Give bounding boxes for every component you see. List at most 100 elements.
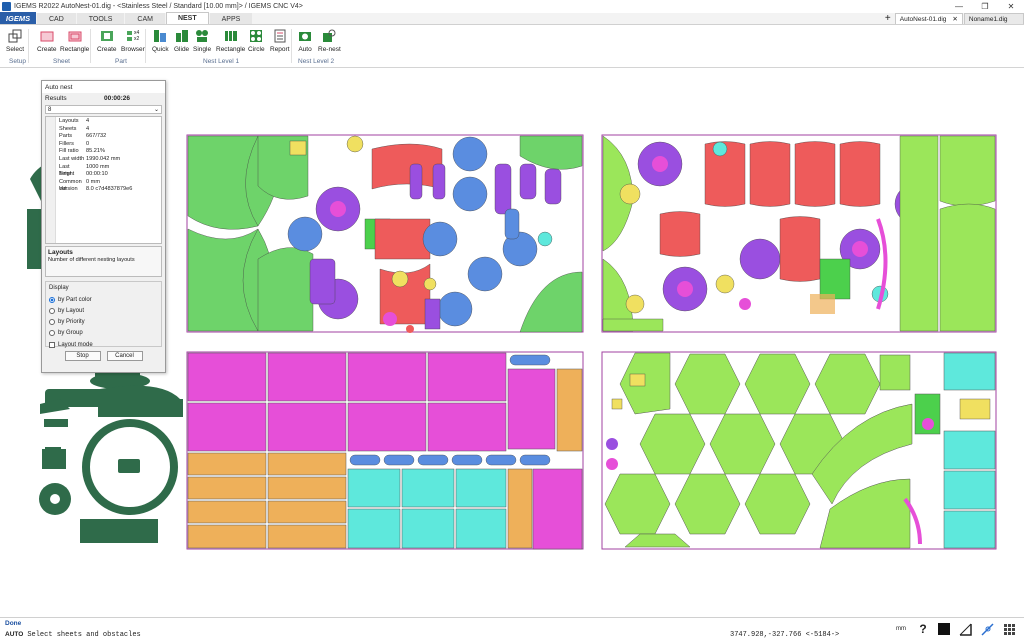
results-select-value: 8 xyxy=(48,106,52,113)
property-key: Time xyxy=(59,171,72,178)
group-label-part: Part xyxy=(115,58,127,65)
quick-nest-button[interactable]: Quick xyxy=(152,29,169,53)
nest-drawing[interactable] xyxy=(0,69,1024,617)
property-value: 1990.042 mm xyxy=(86,155,121,162)
properties-grid[interactable]: Layouts 4 Sheets 4 Parts 667/732 Fillers 0 F… xyxy=(45,116,162,244)
single-nest-label: Single xyxy=(193,46,212,53)
doc-tab-autonest[interactable]: AutoNest-01.dig ✕ xyxy=(894,13,963,24)
part-create-label: Create xyxy=(97,46,117,53)
glide-nest-icon xyxy=(175,30,188,42)
sheet-2 xyxy=(601,134,997,333)
document-tabs: + AutoNest-01.dig ✕ Noname1.dig ✕ xyxy=(882,12,1024,24)
mode-indicator: AUTO xyxy=(5,631,24,638)
plate-part xyxy=(118,459,140,473)
doc-tab-noname[interactable]: Noname1.dig ✕ xyxy=(963,13,1024,24)
help-icon[interactable]: ? xyxy=(919,622,927,636)
property-value: 667/732 xyxy=(86,133,107,140)
rectangle-nest-label: Rectangle xyxy=(216,46,246,53)
property-value: 8.0 c7d4837879e6 xyxy=(86,186,133,193)
tab-cad[interactable]: CAD xyxy=(37,13,76,24)
close-icon[interactable]: ✕ xyxy=(1007,2,1015,11)
cursor-coordinates: 3747.928,-327.766 <-5184-> xyxy=(730,631,840,639)
report-button[interactable]: Report xyxy=(270,29,290,53)
new-tab-plus-icon[interactable]: + xyxy=(884,12,891,24)
doc-tab-label: Noname1.dig xyxy=(968,15,1008,23)
report-icon xyxy=(274,29,286,43)
layout-mode-checkbox[interactable]: Layout mode xyxy=(49,339,158,350)
results-label: Results xyxy=(45,95,67,102)
grid-icon[interactable] xyxy=(1002,622,1016,636)
block-part xyxy=(42,449,66,469)
part-create-button[interactable]: Create xyxy=(97,29,117,53)
property-row[interactable]: Last width 1990.042 mm xyxy=(46,156,161,164)
radio-by-priority[interactable]: by Priority xyxy=(49,316,158,327)
property-value: 4 xyxy=(86,118,90,124)
description-text: Number of different nesting layouts xyxy=(48,257,135,263)
igems-logo[interactable]: IGEMS xyxy=(0,12,36,24)
property-row[interactable]: Parts 667/732 xyxy=(46,133,161,141)
property-key: Version xyxy=(59,186,78,193)
property-key: Layouts xyxy=(59,118,79,124)
radio-by-group[interactable]: by Group xyxy=(49,327,158,338)
checkbox-label: Layout mode xyxy=(58,341,93,348)
property-row[interactable]: Common cut 0 mm xyxy=(46,179,161,193)
property-row[interactable]: Fillers 0 xyxy=(46,141,161,149)
re-nest-label: Re-nest xyxy=(318,46,341,53)
select-button[interactable]: Select xyxy=(6,29,24,53)
close-icon[interactable]: ✕ xyxy=(952,16,958,23)
checkbox-icon xyxy=(49,341,55,348)
ring-part xyxy=(82,419,178,515)
radio-by-layout[interactable]: by Layout xyxy=(49,305,158,316)
radio-icon xyxy=(49,307,55,314)
property-row[interactable]: Version 8.0 c7d4837879e6 xyxy=(46,186,161,194)
auto-nest-button[interactable]: Auto xyxy=(298,29,312,53)
re-nest-button[interactable]: Re-nest xyxy=(318,29,341,53)
property-row[interactable]: Fill ratio 85.21% xyxy=(46,148,161,156)
elapsed-time: 00:00:26 xyxy=(103,95,130,102)
cancel-button[interactable]: Cancel xyxy=(106,351,143,361)
property-value: 0 xyxy=(86,140,90,147)
single-nest-button[interactable]: Single xyxy=(193,29,211,53)
property-row[interactable]: Time 00:00:10 xyxy=(46,171,161,179)
group-label-sheet: Sheet xyxy=(53,58,70,65)
tab-tools[interactable]: TOOLS xyxy=(76,13,125,24)
part-browser-button[interactable]: Browser xyxy=(121,29,145,53)
dialog-buttons: Stop Cancel xyxy=(42,351,165,361)
circle-nest-icon xyxy=(250,30,263,42)
radio-by-part-color[interactable]: by Part color xyxy=(49,294,158,305)
results-select[interactable]: 8 ⌄ xyxy=(45,105,162,114)
part-create-icon xyxy=(100,31,113,41)
minimize-icon[interactable]: — xyxy=(955,2,963,11)
tab-apps[interactable]: APPS xyxy=(209,13,253,24)
auto-nest-icon xyxy=(299,32,311,41)
ribbon-panel: Select Create Rectangle Create Browser x… xyxy=(0,25,1024,68)
property-row[interactable]: Layouts 4 xyxy=(46,118,161,126)
chevron-down-icon: ⌄ xyxy=(153,107,159,113)
angle-icon[interactable] xyxy=(958,622,972,636)
plate-part xyxy=(80,519,158,543)
group-separator xyxy=(145,29,146,63)
color-swatch-icon[interactable] xyxy=(937,622,951,636)
tab-nest[interactable]: NEST xyxy=(165,12,209,24)
radio-label: by Group xyxy=(58,329,83,336)
property-value: 00:00:10 xyxy=(86,171,108,178)
snap-icon[interactable] xyxy=(980,622,994,636)
property-row[interactable]: Last height 1000 mm xyxy=(46,164,161,178)
rectangle-nest-button[interactable]: Rectangle xyxy=(216,29,245,53)
circle-nest-button[interactable]: Circle xyxy=(248,29,265,53)
quick-nest-label: Quick xyxy=(152,46,169,53)
property-row[interactable]: Sheets 4 xyxy=(46,126,161,134)
sheet-create-button[interactable]: Create xyxy=(37,29,57,53)
dialog-title: Auto nest xyxy=(42,81,165,93)
strip-part xyxy=(44,419,68,427)
restore-icon[interactable]: ❐ xyxy=(981,2,989,11)
glide-nest-button[interactable]: Glide xyxy=(174,29,189,53)
sheet-rectangle-icon xyxy=(68,31,82,42)
unit-label[interactable]: mm xyxy=(896,626,906,632)
doc-tab-label: AutoNest-01.dig xyxy=(899,15,947,23)
tab-cam[interactable]: CAM xyxy=(125,13,165,24)
drawing-canvas[interactable] xyxy=(0,69,1024,617)
stop-button[interactable]: Stop xyxy=(64,351,101,361)
select-label: Select xyxy=(6,46,25,53)
sheet-rectangle-button[interactable]: Rectangle xyxy=(60,29,89,53)
